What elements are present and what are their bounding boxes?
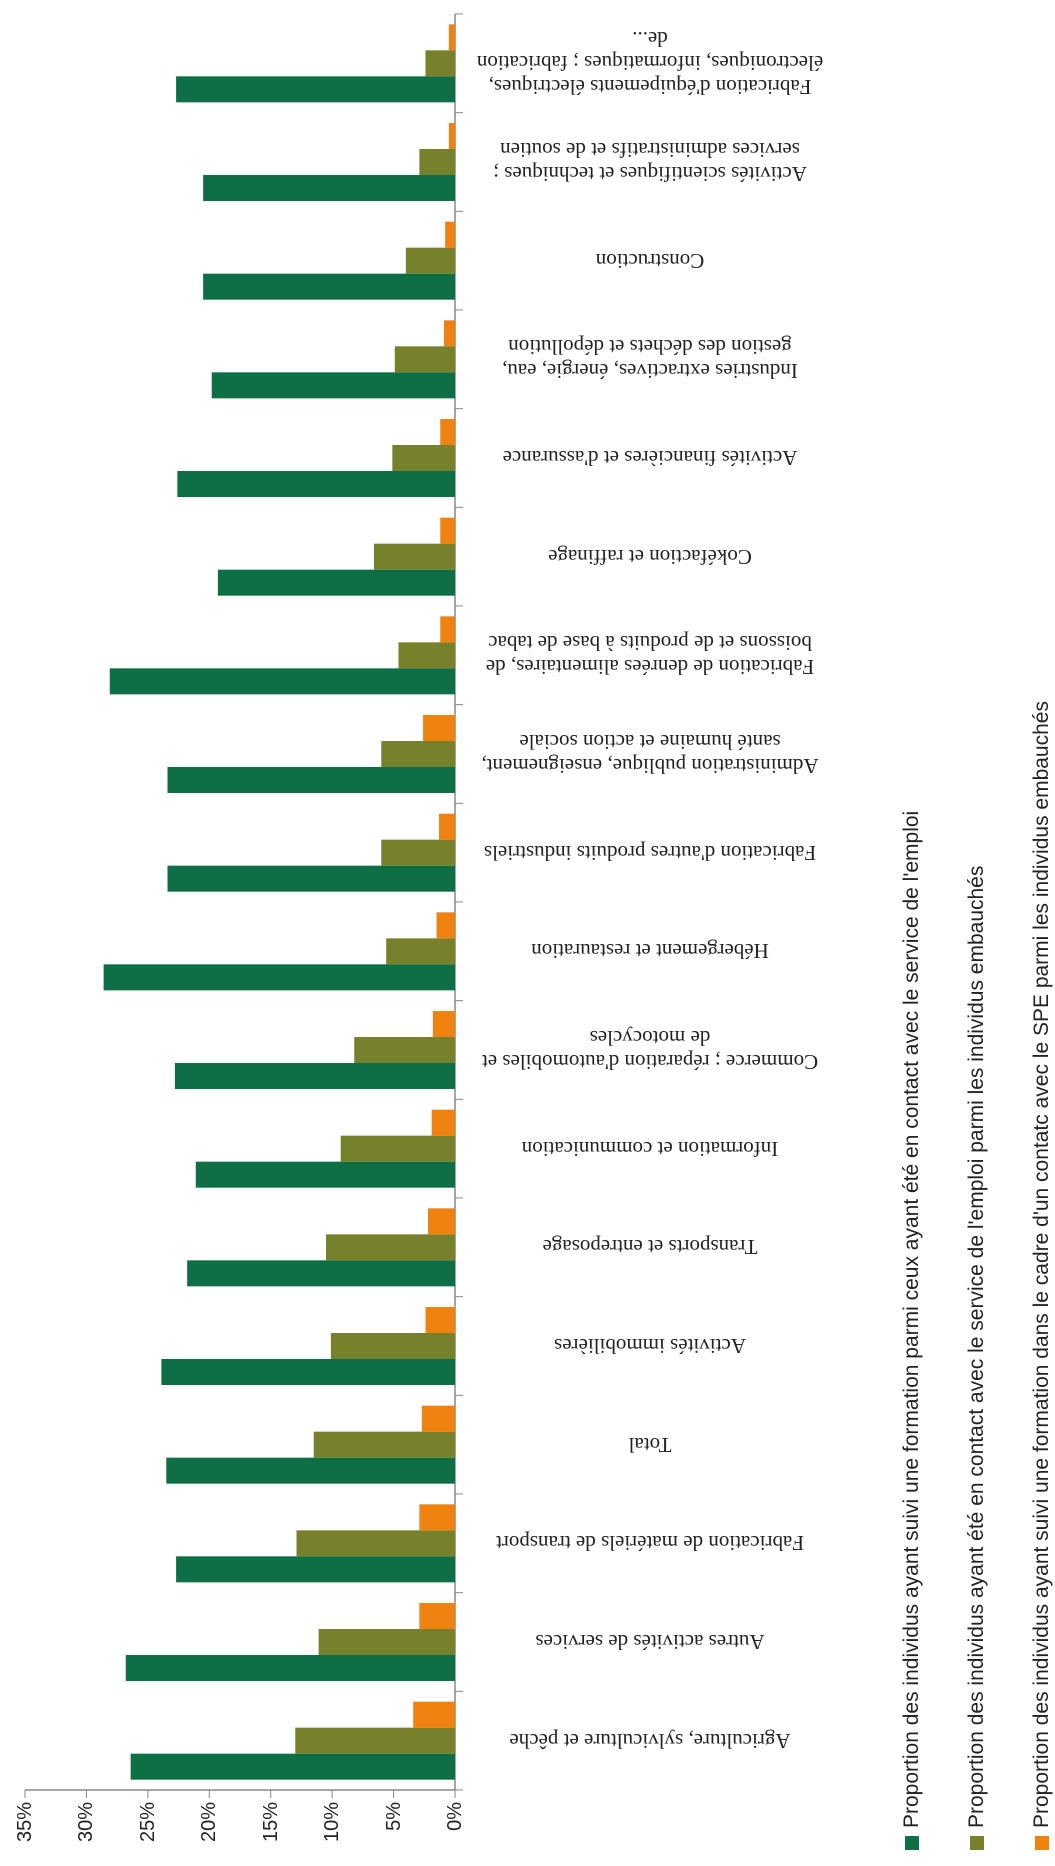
bar	[167, 865, 455, 892]
category-label: Transports et entreposage	[542, 1235, 758, 1260]
bar	[296, 1530, 455, 1557]
bar	[398, 642, 455, 669]
legend-swatch	[1035, 1836, 1049, 1850]
category-label: Information et communication	[521, 1136, 779, 1161]
bar	[392, 445, 455, 471]
bar	[436, 912, 455, 939]
bar	[130, 1753, 455, 1780]
legend-label: Proportion des individus ayant suivi une…	[900, 810, 923, 1828]
bar	[174, 1063, 455, 1089]
bar	[295, 1727, 455, 1754]
category-label: Total	[628, 1432, 672, 1457]
bar	[440, 616, 455, 643]
bar	[203, 273, 455, 300]
bar	[176, 1556, 455, 1583]
bar	[161, 1359, 455, 1385]
bar	[354, 1037, 455, 1063]
bar	[203, 175, 455, 201]
bar	[318, 1629, 455, 1655]
bar	[167, 767, 455, 793]
category-label: Hébergement et restauration	[531, 939, 769, 964]
category-label: Cokéfaction et raffinage	[548, 544, 752, 569]
bar	[381, 741, 455, 767]
legend-swatch	[905, 1836, 919, 1850]
bar	[109, 668, 456, 695]
category-label: Activités scientifiques et techniques ; …	[493, 138, 807, 186]
bar	[405, 247, 455, 274]
bar	[195, 1161, 455, 1188]
bar	[419, 1603, 455, 1629]
bar	[340, 1135, 455, 1162]
bar	[440, 517, 455, 544]
bar	[431, 1109, 455, 1136]
bar	[425, 1307, 455, 1333]
bar	[448, 123, 455, 149]
y-tick-label: 15%	[259, 1802, 282, 1843]
bar	[421, 1405, 455, 1432]
legend-label: Proportion des individus ayant été en co…	[965, 865, 988, 1828]
legend-swatch	[970, 1836, 984, 1850]
category-label: Autres activités de services	[535, 1630, 765, 1654]
bar	[373, 543, 455, 570]
y-tick-label: 0%	[444, 1802, 466, 1831]
category-label: Fabrication d'autres produits industriel…	[483, 840, 817, 865]
category-label: Industries extractives, énergie, eau, ge…	[502, 335, 798, 384]
bar	[330, 1333, 455, 1359]
legend-entry: Proportion des individus ayant été en co…	[965, 866, 989, 1850]
y-tick-label: 20%	[198, 1802, 221, 1843]
bar	[419, 149, 455, 175]
bar	[381, 839, 455, 866]
legend-entry: Proportion des individus ayant suivi une…	[900, 811, 924, 1850]
bar	[394, 346, 455, 373]
category-label: Activités financières et d'assurance	[502, 446, 798, 470]
bar	[427, 1208, 455, 1235]
legend-entry: Proportion des individus ayant suivi une…	[1030, 701, 1054, 1850]
y-tick-label: 5%	[382, 1802, 405, 1831]
bar	[432, 1011, 455, 1037]
category-label: Commerce ; réparation d'automobiles et d…	[481, 1026, 819, 1074]
bar	[177, 471, 456, 497]
bar	[423, 715, 455, 741]
bar	[439, 813, 455, 840]
y-tick-label: 25%	[136, 1802, 159, 1843]
bar	[326, 1234, 455, 1261]
bar	[443, 320, 455, 347]
legend-label: Proportion des individus ayant suivi une…	[1030, 701, 1053, 1828]
category-label: Administration publique, enseignement, s…	[481, 730, 819, 778]
category-label: Fabrication d'équipements électriques, é…	[476, 27, 824, 100]
y-tick-label: 35%	[14, 1802, 36, 1843]
bar	[217, 569, 455, 596]
y-tick-label: 10%	[321, 1802, 344, 1843]
bar	[211, 372, 455, 399]
bar	[419, 1504, 455, 1531]
bar	[445, 221, 455, 248]
category-label: Construction	[595, 248, 705, 273]
bar	[103, 964, 455, 991]
bar	[176, 76, 455, 103]
category-label: Fabrication de denrées alimentaires, de …	[485, 631, 815, 680]
bar	[166, 1457, 456, 1484]
category-label: Agriculture, sylviculture et pêche	[509, 1728, 791, 1753]
bar	[448, 24, 455, 51]
bar	[440, 419, 455, 445]
bar	[313, 1431, 455, 1458]
bar	[386, 938, 455, 965]
y-tick-label: 30%	[75, 1802, 98, 1843]
bar	[413, 1701, 455, 1728]
bar	[125, 1655, 455, 1681]
bar	[187, 1260, 455, 1287]
category-label: Fabrication de matériels de transport	[496, 1531, 804, 1556]
bar	[425, 50, 455, 77]
category-label: Activités immobilières	[554, 1334, 746, 1358]
